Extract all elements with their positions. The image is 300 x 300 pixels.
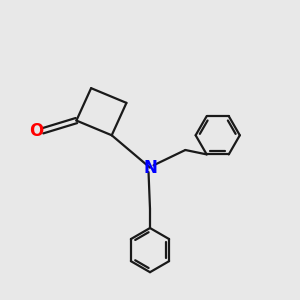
Text: O: O <box>29 122 44 140</box>
Text: N: N <box>143 159 157 177</box>
